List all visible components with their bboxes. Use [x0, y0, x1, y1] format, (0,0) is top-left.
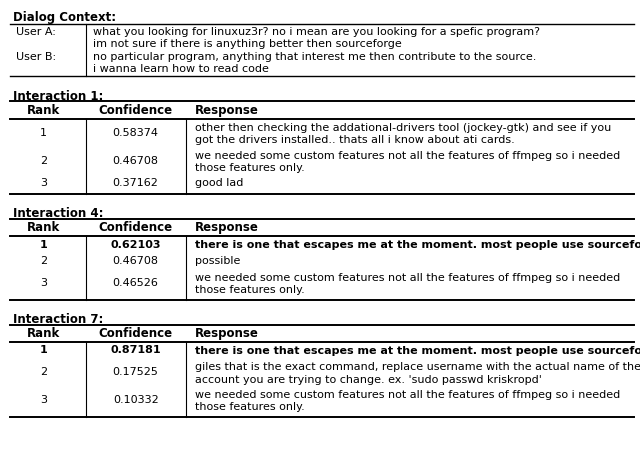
Text: 0.10332: 0.10332: [113, 395, 159, 405]
Text: Confidence: Confidence: [99, 327, 173, 340]
Text: User B:: User B:: [16, 52, 56, 62]
Text: 0.87181: 0.87181: [110, 345, 161, 356]
Text: Response: Response: [195, 104, 259, 117]
Text: 2: 2: [40, 156, 47, 166]
Text: 0.62103: 0.62103: [111, 239, 161, 250]
Text: Rank: Rank: [27, 327, 60, 340]
Text: 1: 1: [40, 128, 47, 138]
Text: Dialog Context:: Dialog Context:: [13, 11, 116, 24]
Text: Rank: Rank: [27, 221, 60, 234]
Text: no particular program, anything that interest me then contribute to the source.
: no particular program, anything that int…: [93, 52, 536, 74]
Text: 3: 3: [40, 278, 47, 288]
Text: other then checking the addational-drivers tool (jockey-gtk) and see if you
got : other then checking the addational-drive…: [195, 123, 611, 145]
Text: 0.46526: 0.46526: [113, 278, 159, 288]
Text: what you looking for linuxuz3r? no i mean are you looking for a spefic program?
: what you looking for linuxuz3r? no i mea…: [93, 27, 540, 49]
Text: there is one that escapes me at the moment. most people use sourceforge: there is one that escapes me at the mome…: [195, 346, 640, 356]
Text: possible: possible: [195, 256, 241, 266]
Text: 0.46708: 0.46708: [113, 256, 159, 266]
Text: good lad: good lad: [195, 178, 244, 188]
Text: User A:: User A:: [16, 27, 56, 37]
Text: 2: 2: [40, 256, 47, 266]
Text: there is one that escapes me at the moment. most people use sourceforge: there is one that escapes me at the mome…: [195, 240, 640, 250]
Text: 0.58374: 0.58374: [113, 128, 159, 138]
Text: 0.37162: 0.37162: [113, 178, 159, 188]
Text: Response: Response: [195, 221, 259, 234]
Text: we needed some custom features not all the features of ffmpeg so i needed
those : we needed some custom features not all t…: [195, 272, 620, 295]
Text: 1: 1: [40, 345, 47, 356]
Text: 3: 3: [40, 395, 47, 405]
Text: Interaction 7:: Interaction 7:: [13, 313, 103, 326]
Text: we needed some custom features not all the features of ffmpeg so i needed
those : we needed some custom features not all t…: [195, 151, 620, 173]
Text: Confidence: Confidence: [99, 104, 173, 117]
Text: giles that is the exact command, replace username with the actual name of the
ac: giles that is the exact command, replace…: [195, 362, 640, 385]
Text: 0.17525: 0.17525: [113, 367, 159, 377]
Text: Interaction 1:: Interaction 1:: [13, 90, 103, 102]
Text: we needed some custom features not all the features of ffmpeg so i needed
those : we needed some custom features not all t…: [195, 390, 620, 413]
Text: 2: 2: [40, 367, 47, 377]
Text: Rank: Rank: [27, 104, 60, 117]
Text: Confidence: Confidence: [99, 221, 173, 234]
Text: 1: 1: [40, 239, 47, 250]
Text: Response: Response: [195, 327, 259, 340]
Text: Interaction 4:: Interaction 4:: [13, 207, 103, 220]
Text: 0.46708: 0.46708: [113, 156, 159, 166]
Text: 3: 3: [40, 178, 47, 188]
